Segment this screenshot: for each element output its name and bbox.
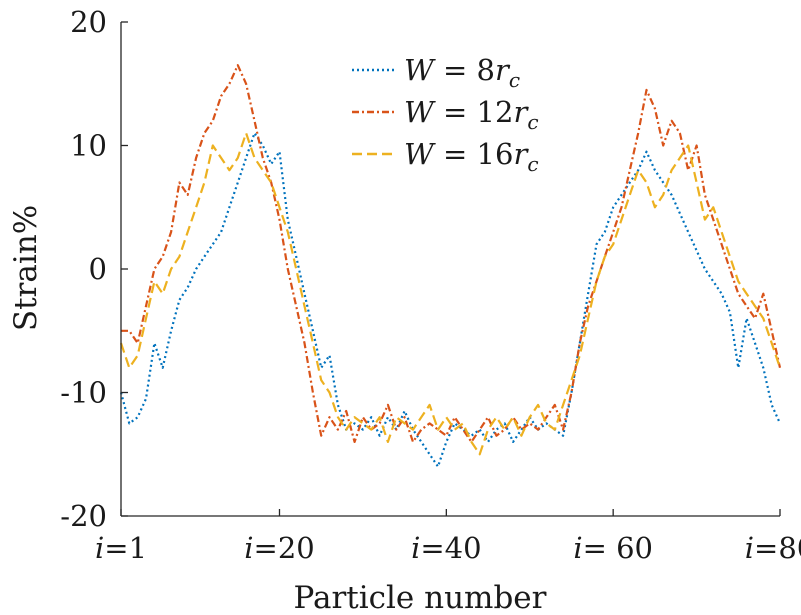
series-line-3 (119, 132, 782, 456)
plot-area (119, 64, 782, 468)
series-line-2 (121, 64, 782, 443)
x-tick-label: i=80 (745, 531, 801, 565)
x-tick-label: i= 60 (573, 531, 653, 565)
x-tick-label: i=40 (411, 531, 481, 565)
y-tick-label: 0 (89, 252, 107, 286)
legend-label-1: W = 8rc (404, 53, 520, 92)
series-line-1 (119, 132, 782, 468)
x-tick-label: i=1 (95, 531, 147, 565)
y-tick-label: -10 (60, 376, 107, 410)
x-axis-label: Particle number (294, 580, 547, 615)
x-tick-label: i=20 (244, 531, 314, 565)
legend-label-3: W = 16rc (404, 137, 539, 176)
tick-labels: 20 10 0 -10 -20i=1 i=20 i=40 i= 60 i=80 (60, 5, 801, 565)
y-tick-label: 10 (70, 129, 107, 163)
y-tick-label: 20 (70, 5, 107, 39)
legend-label-2: W = 12rc (404, 95, 539, 134)
y-axis-label: Strain% (8, 205, 44, 331)
axes (120, 21, 781, 517)
y-tick-label: -20 (60, 499, 107, 533)
